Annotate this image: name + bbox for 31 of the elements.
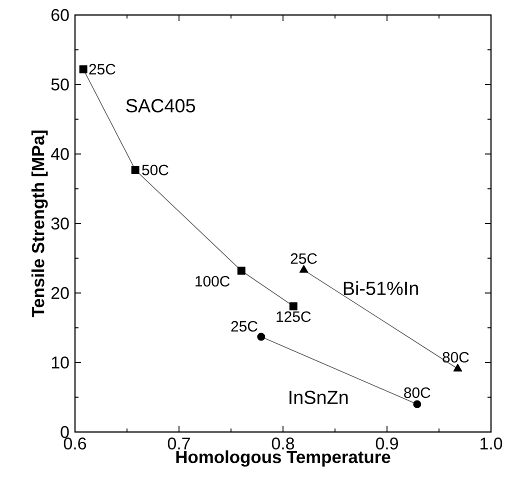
annotation: 25C bbox=[231, 321, 258, 332]
series-label: InSnZn bbox=[290, 390, 348, 404]
series-label: Bi-51%In bbox=[344, 281, 418, 296]
annotation: 80C bbox=[442, 352, 469, 363]
annotation: 125C bbox=[276, 311, 311, 322]
y-tick-label: 40 bbox=[51, 148, 69, 160]
annotation: 100C bbox=[196, 276, 230, 287]
annotation: 25C bbox=[89, 64, 116, 74]
y-axis-title: Tensile Strength [MPa] bbox=[31, 130, 48, 318]
x-tick-label: 0.9 bbox=[376, 438, 398, 450]
x-tick-label: 0.8 bbox=[272, 438, 294, 450]
annotation: 25C bbox=[290, 253, 317, 264]
point bbox=[257, 332, 266, 341]
point bbox=[79, 65, 88, 74]
x-axis-title: Homologous Temperature bbox=[176, 450, 390, 467]
point bbox=[289, 302, 298, 310]
y-tick-label: 10 bbox=[52, 356, 69, 368]
point bbox=[237, 266, 246, 275]
x-tick-label: 1.0 bbox=[480, 438, 502, 450]
point bbox=[413, 400, 422, 408]
x-tick-label: 0.6 bbox=[64, 438, 86, 450]
annotation: 50C bbox=[142, 164, 168, 176]
point bbox=[131, 166, 140, 174]
y-tick-label: 50 bbox=[51, 78, 69, 90]
y-tick-label: 0 bbox=[60, 426, 69, 438]
y-tick-label: 60 bbox=[52, 9, 69, 21]
annotation: 80C bbox=[404, 387, 430, 398]
y-tick-label: 30 bbox=[51, 218, 69, 230]
series-label: SAC405 bbox=[126, 98, 196, 112]
y-tick-label: 20 bbox=[52, 287, 69, 299]
x-tick-label: 0.7 bbox=[168, 438, 190, 450]
